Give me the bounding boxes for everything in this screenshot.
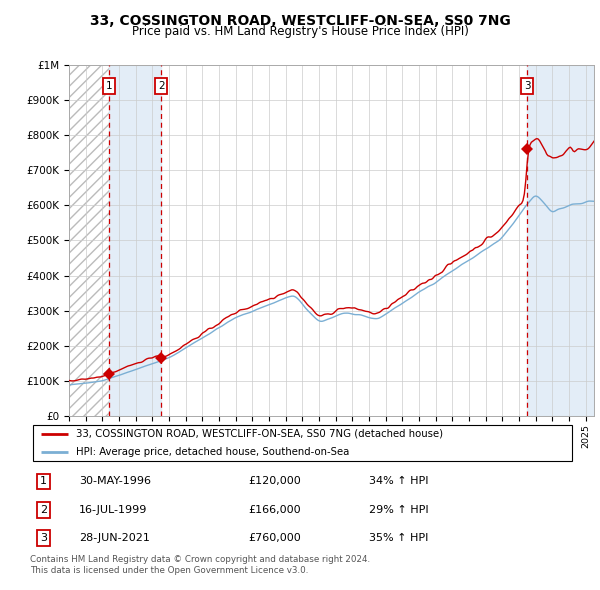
Text: HPI: Average price, detached house, Southend-on-Sea: HPI: Average price, detached house, Sout…	[76, 447, 350, 457]
Text: 1: 1	[40, 477, 47, 487]
Text: £760,000: £760,000	[248, 533, 301, 543]
Text: 3: 3	[524, 81, 530, 91]
Text: This data is licensed under the Open Government Licence v3.0.: This data is licensed under the Open Gov…	[30, 566, 308, 575]
Text: £120,000: £120,000	[248, 477, 301, 487]
Text: 16-JUL-1999: 16-JUL-1999	[79, 504, 148, 514]
Text: 35% ↑ HPI: 35% ↑ HPI	[368, 533, 428, 543]
Text: 30-MAY-1996: 30-MAY-1996	[79, 477, 151, 487]
Bar	[527, 65, 594, 416]
Text: 29% ↑ HPI: 29% ↑ HPI	[368, 504, 428, 514]
Text: Contains HM Land Registry data © Crown copyright and database right 2024.: Contains HM Land Registry data © Crown c…	[30, 555, 370, 563]
Text: 28-JUN-2021: 28-JUN-2021	[79, 533, 150, 543]
Text: 3: 3	[40, 533, 47, 543]
Text: 34% ↑ HPI: 34% ↑ HPI	[368, 477, 428, 487]
FancyBboxPatch shape	[33, 425, 572, 461]
Text: £166,000: £166,000	[248, 504, 301, 514]
Text: 33, COSSINGTON ROAD, WESTCLIFF-ON-SEA, SS0 7NG: 33, COSSINGTON ROAD, WESTCLIFF-ON-SEA, S…	[89, 14, 511, 28]
Text: 2: 2	[158, 81, 164, 91]
Text: Price paid vs. HM Land Registry's House Price Index (HPI): Price paid vs. HM Land Registry's House …	[131, 25, 469, 38]
Bar	[109, 65, 161, 416]
Text: 2: 2	[40, 504, 47, 514]
Text: 33, COSSINGTON ROAD, WESTCLIFF-ON-SEA, SS0 7NG (detached house): 33, COSSINGTON ROAD, WESTCLIFF-ON-SEA, S…	[76, 429, 443, 439]
Text: 1: 1	[106, 81, 112, 91]
Bar	[69, 65, 109, 416]
